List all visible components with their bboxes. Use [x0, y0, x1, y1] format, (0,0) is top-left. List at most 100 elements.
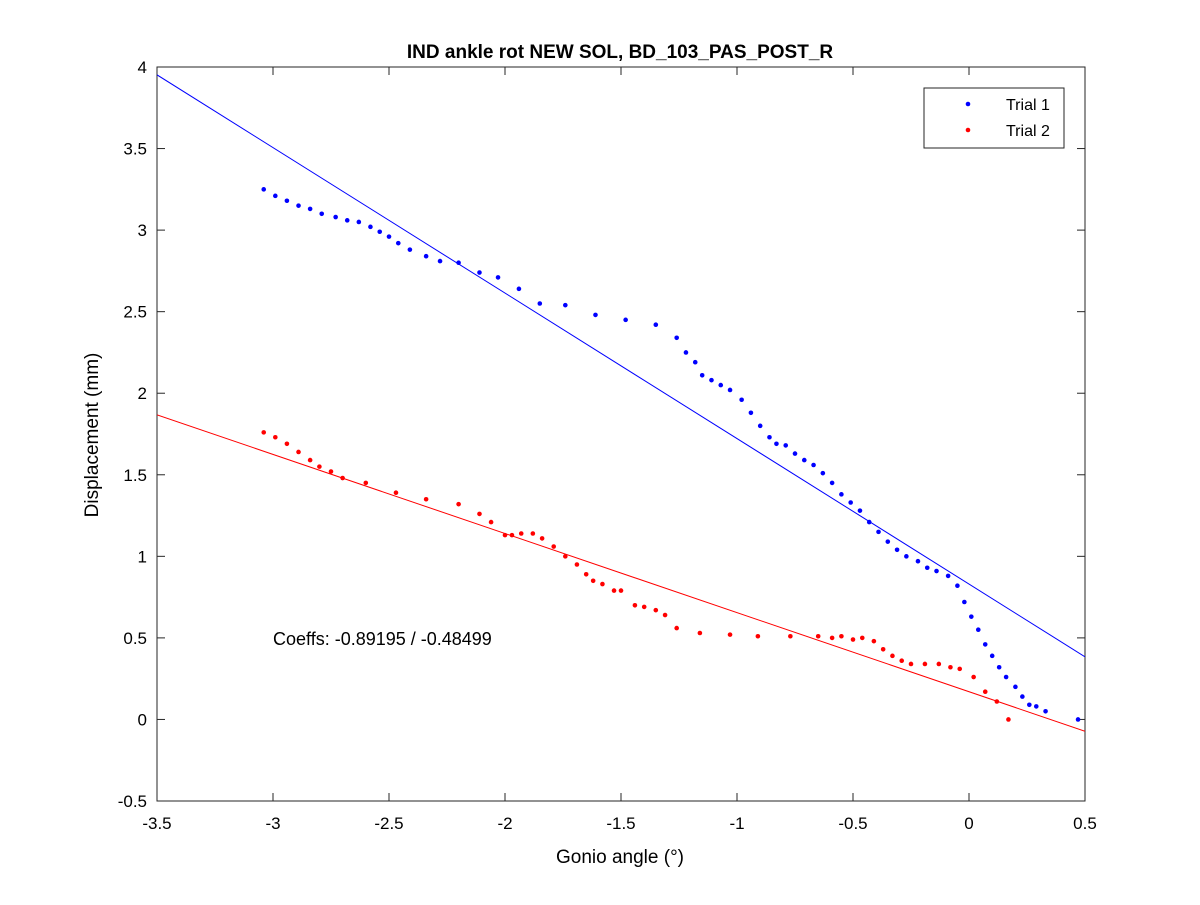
x-tick-label: 0	[964, 814, 973, 833]
data-point-trial-2	[583, 571, 589, 577]
data-point-trial-1	[811, 462, 816, 468]
data-point-trial-2	[641, 604, 647, 610]
y-tick-label: 0	[138, 710, 147, 729]
data-point-trial-2	[563, 554, 568, 559]
data-point-trial-1	[945, 573, 951, 579]
data-point-trial-2	[530, 531, 536, 536]
data-point-trial-2	[574, 562, 580, 567]
data-point-trial-1	[423, 253, 429, 259]
data-point-trial-2	[307, 457, 313, 463]
data-point-trial-2	[456, 501, 461, 507]
data-point-trial-1	[692, 359, 698, 365]
data-point-trial-1	[962, 599, 967, 605]
data-point-trial-1	[783, 443, 789, 448]
data-point-trial-2	[982, 689, 988, 695]
data-point-trial-2	[393, 490, 399, 496]
data-point-trial-1	[709, 377, 714, 383]
data-point-trial-2	[936, 661, 942, 667]
legend: Trial 1 Trial 2	[923, 87, 1065, 149]
x-tick-label: -1.5	[606, 814, 635, 833]
x-tick-label: 0.5	[1073, 814, 1097, 833]
data-point-trial-2	[363, 480, 369, 486]
data-point-trial-1	[261, 187, 267, 192]
data-point-trial-1	[955, 583, 960, 588]
data-point-trial-2	[880, 647, 886, 652]
data-point-trial-2	[273, 434, 278, 440]
y-tick-label: 1	[138, 547, 147, 566]
data-point-trial-1	[1027, 702, 1032, 708]
data-point-trial-2	[502, 532, 508, 538]
data-point-trial-1	[356, 219, 362, 225]
data-point-trial-2	[1006, 717, 1011, 722]
x-tick-label: -0.5	[838, 814, 867, 833]
data-point-trial-1	[934, 568, 939, 574]
legend-marker-trial-2	[965, 127, 971, 133]
data-point-trial-1	[368, 224, 373, 230]
data-point-trial-2	[957, 666, 963, 672]
data-point-trial-2	[674, 625, 679, 631]
data-point-trial-2	[788, 633, 793, 639]
data-point-trial-1	[975, 627, 981, 633]
data-point-trial-1	[727, 387, 733, 393]
data-point-trial-1	[273, 193, 278, 199]
data-point-trial-1	[904, 554, 909, 559]
data-point-trial-1	[437, 258, 443, 264]
legend-label-trial-1: Trial 1	[1006, 97, 1050, 114]
data-point-trial-1	[894, 547, 900, 553]
data-point-trial-1	[1033, 704, 1039, 709]
data-point-trial-2	[477, 511, 482, 517]
data-point-trial-1	[699, 372, 705, 378]
data-point-trial-1	[307, 206, 313, 212]
x-axis-label: Gonio angle (°)	[556, 847, 684, 868]
data-point-trial-1	[748, 410, 754, 416]
y-tick-label: 2	[138, 384, 147, 403]
x-tick-label: -2.5	[374, 814, 403, 833]
data-point-trial-1	[801, 457, 807, 463]
data-point-trial-2	[908, 661, 914, 667]
data-point-trial-1	[839, 492, 844, 497]
x-tick-label: -3	[265, 814, 280, 833]
data-point-trial-2	[340, 475, 345, 481]
data-point-trial-1	[1003, 674, 1009, 680]
data-point-trial-2	[948, 664, 953, 670]
data-point-trial-1	[395, 240, 401, 246]
series-1	[157, 74, 1085, 722]
data-point-trial-1	[767, 434, 772, 440]
x-tick-label: -1	[729, 814, 744, 833]
data-point-trial-1	[456, 260, 461, 266]
data-point-trial-1	[989, 653, 995, 659]
data-point-trial-2	[653, 607, 659, 613]
data-point-trial-1	[1043, 708, 1048, 714]
data-point-trial-1	[674, 335, 679, 341]
data-point-trial-1	[774, 441, 779, 447]
y-tick-label: 0.5	[123, 629, 147, 648]
fit-line-trial-2	[157, 414, 1085, 732]
data-point-trial-2	[697, 630, 703, 636]
data-point-trial-2	[618, 588, 624, 593]
data-point-trial-2	[328, 469, 334, 474]
data-point-trial-2	[600, 581, 605, 587]
data-point-trial-2	[284, 441, 290, 447]
data-point-trial-1	[1013, 684, 1018, 690]
data-point-trial-1	[623, 317, 628, 323]
data-point-trial-1	[1075, 717, 1081, 722]
data-point-trial-1	[857, 508, 863, 513]
x-tick-label: -3.5	[142, 814, 171, 833]
y-tick-label: 4	[138, 58, 147, 77]
data-point-trial-2	[488, 519, 494, 525]
data-point-trial-1	[537, 301, 543, 306]
data-point-trial-2	[518, 531, 524, 536]
data-point-trial-1	[739, 397, 744, 403]
data-point-trial-1	[718, 382, 724, 388]
data-point-trial-1	[477, 270, 482, 275]
data-point-trial-1	[876, 529, 881, 535]
data-point-trial-2	[859, 635, 865, 641]
data-point-trial-1	[885, 539, 891, 544]
data-point-trial-2	[727, 632, 733, 637]
data-point-trial-1	[848, 500, 853, 505]
data-point-trial-2	[994, 699, 1000, 704]
data-point-trial-1	[333, 214, 338, 220]
data-point-trial-1	[284, 198, 290, 204]
